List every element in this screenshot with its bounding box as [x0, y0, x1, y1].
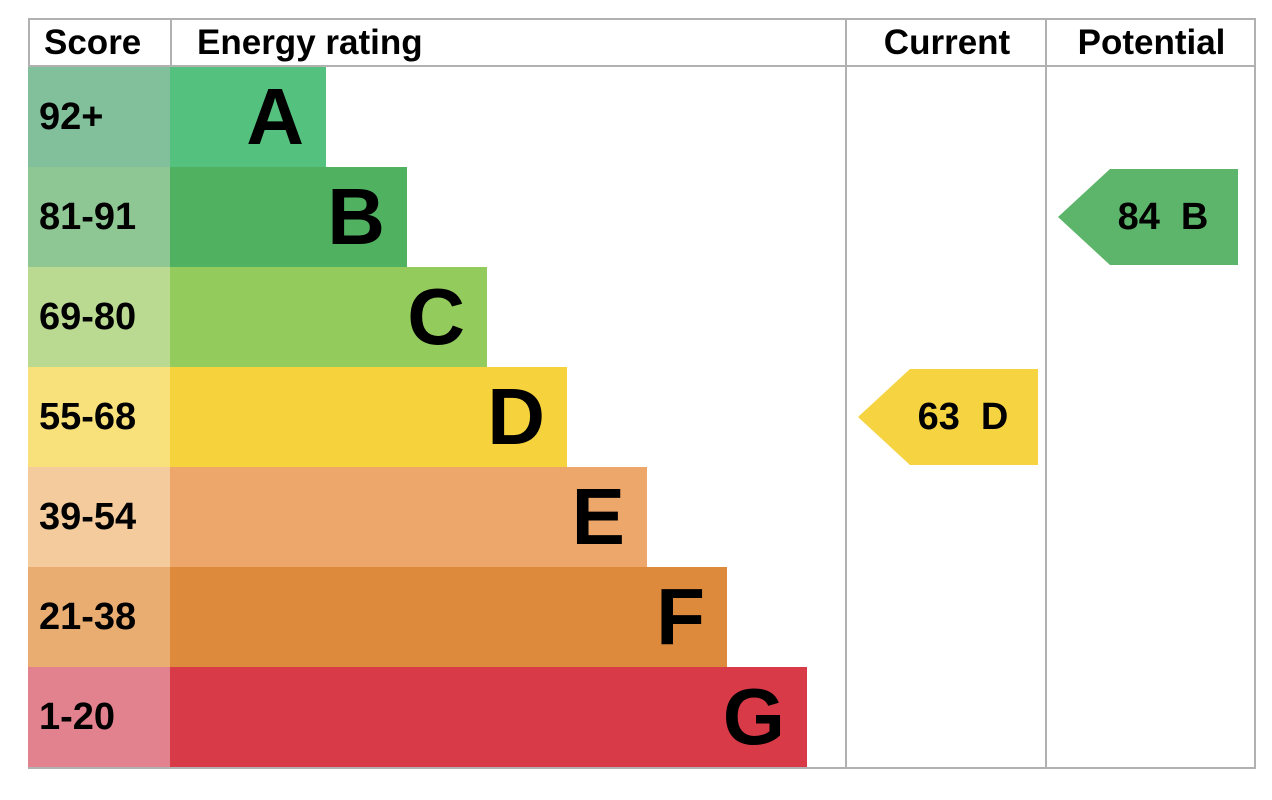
rating-bar-track: B — [170, 167, 847, 267]
grid-line-header-left — [28, 18, 30, 67]
band-row-c: 69-80 C — [28, 267, 1256, 367]
score-column-header: Score — [44, 22, 142, 62]
potential-column-header: Potential — [1077, 22, 1226, 62]
potential-cell — [1047, 667, 1256, 767]
rating-bar-g: G — [170, 667, 807, 767]
rating-bar-e: E — [170, 467, 647, 567]
band-letter: B — [327, 172, 385, 261]
rating-bar-b: B — [170, 167, 407, 267]
energy-rating-column-header: Energy rating — [197, 22, 423, 62]
score-range-label: 1-20 — [28, 667, 170, 767]
score-range-label: 39-54 — [28, 467, 170, 567]
grid-line-bottom — [28, 767, 1256, 769]
rating-bar-track: G — [170, 667, 847, 767]
rating-bar-track: C — [170, 267, 847, 367]
score-range-label: 81-91 — [28, 167, 170, 267]
band-rows: 92+ A 81-91 B 84 B 69-80 C — [28, 67, 1256, 767]
rating-bar-d: D — [170, 367, 567, 467]
rating-bar-c: C — [170, 267, 487, 367]
band-letter: E — [571, 472, 625, 561]
potential-cell: 84 B — [1047, 167, 1256, 267]
potential-cell — [1047, 367, 1256, 467]
band-letter: C — [407, 272, 465, 361]
rating-bar-a: A — [170, 67, 326, 167]
rating-bar-track: D — [170, 367, 847, 467]
grid-line-score-divider — [170, 18, 172, 67]
current-band-letter: D — [980, 395, 1009, 438]
grid-line-right — [1254, 18, 1256, 769]
band-row-g: 1-20 G — [28, 667, 1256, 767]
potential-cell — [1047, 67, 1256, 167]
current-cell — [847, 267, 1047, 367]
rating-bar-track: A — [170, 67, 847, 167]
grid-line-top — [28, 18, 1256, 20]
epc-energy-rating-chart: Score Energy rating Current Potential 92… — [28, 18, 1256, 769]
band-letter: D — [487, 372, 545, 461]
current-cell — [847, 167, 1047, 267]
rating-bar-track: F — [170, 567, 847, 667]
band-row-a: 92+ A — [28, 67, 1256, 167]
grid-line-rating-divider — [845, 18, 847, 769]
potential-cell — [1047, 467, 1256, 567]
band-letter: A — [246, 72, 304, 161]
rating-bar-track: E — [170, 467, 847, 567]
current-cell: 63 D — [847, 367, 1047, 467]
score-range-label: 69-80 — [28, 267, 170, 367]
current-score-value: 63 — [917, 395, 960, 438]
current-rating-arrow: 63 D — [858, 369, 1038, 465]
current-cell — [847, 67, 1047, 167]
current-cell — [847, 667, 1047, 767]
band-row-b: 81-91 B 84 B — [28, 167, 1256, 267]
score-range-label: 21-38 — [28, 567, 170, 667]
potential-cell — [1047, 567, 1256, 667]
rating-bar-f: F — [170, 567, 727, 667]
potential-band-letter: B — [1180, 195, 1209, 238]
band-letter: F — [656, 572, 705, 661]
potential-rating-arrow: 84 B — [1058, 169, 1238, 265]
potential-score-value: 84 — [1117, 195, 1160, 238]
score-range-label: 92+ — [28, 67, 170, 167]
band-row-d: 55-68 D 63 D — [28, 367, 1256, 467]
grid-line-header-bottom — [28, 65, 1256, 67]
band-row-f: 21-38 F — [28, 567, 1256, 667]
current-cell — [847, 467, 1047, 567]
current-cell — [847, 567, 1047, 667]
potential-cell — [1047, 267, 1256, 367]
grid-line-current-divider — [1045, 18, 1047, 769]
band-row-e: 39-54 E — [28, 467, 1256, 567]
score-range-label: 55-68 — [28, 367, 170, 467]
band-letter: G — [722, 672, 785, 761]
header-row: Score Energy rating Current Potential — [28, 18, 1256, 67]
current-column-header: Current — [883, 22, 1011, 62]
